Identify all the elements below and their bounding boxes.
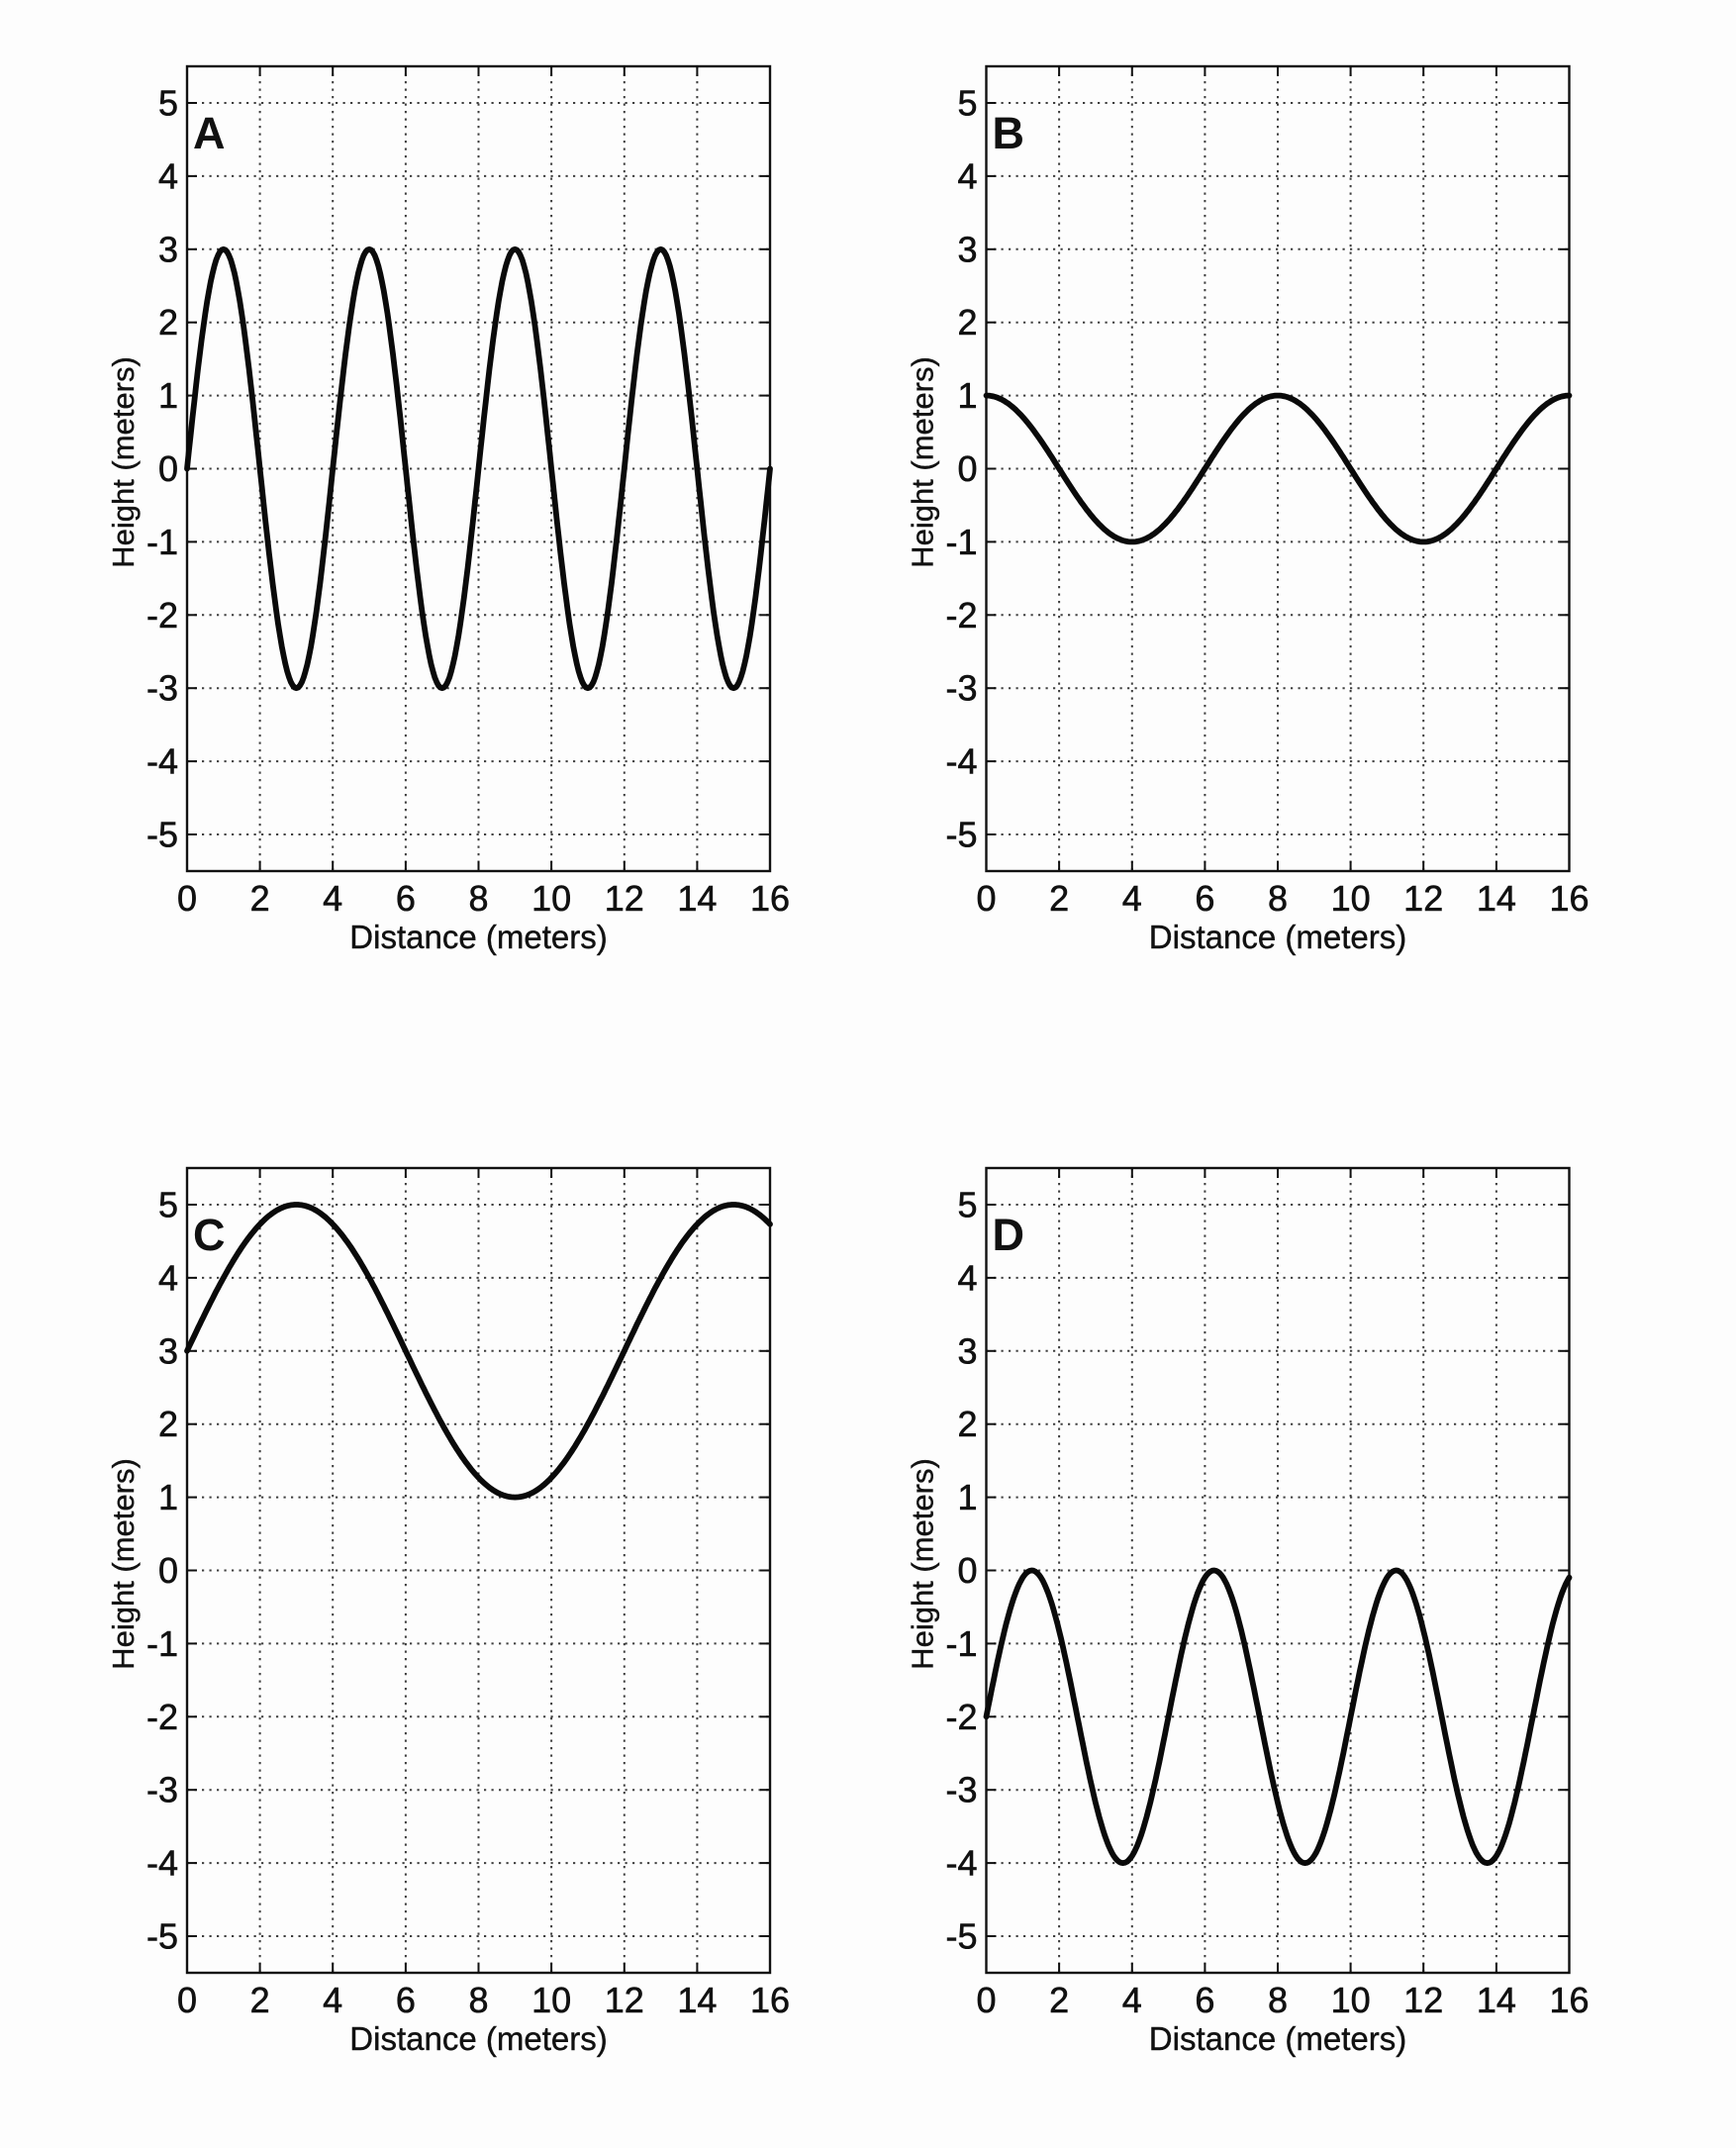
svg-text:1: 1 [158, 375, 178, 416]
svg-text:6: 6 [1195, 1980, 1214, 2020]
svg-text:5: 5 [957, 1185, 977, 1225]
svg-text:-4: -4 [146, 741, 178, 782]
svg-text:8: 8 [468, 878, 488, 919]
svg-text:5: 5 [158, 1185, 178, 1225]
svg-text:Distance (meters): Distance (meters) [349, 2020, 607, 2057]
svg-text:0: 0 [957, 448, 977, 489]
svg-text:0: 0 [158, 448, 178, 489]
svg-text:-3: -3 [945, 668, 977, 709]
svg-text:12: 12 [605, 878, 644, 919]
svg-text:6: 6 [396, 1980, 416, 2020]
svg-text:12: 12 [1403, 878, 1443, 919]
svg-text:2: 2 [1049, 1980, 1069, 2020]
svg-text:2: 2 [957, 302, 977, 342]
svg-text:-4: -4 [945, 1843, 977, 1884]
svg-text:-5: -5 [146, 1916, 178, 1957]
svg-text:2: 2 [158, 302, 178, 342]
svg-text:0: 0 [957, 1550, 977, 1591]
svg-text:-2: -2 [146, 595, 178, 635]
svg-text:2: 2 [158, 1404, 178, 1444]
svg-text:-5: -5 [146, 815, 178, 855]
svg-text:4: 4 [323, 1980, 342, 2020]
svg-text:10: 10 [1331, 1980, 1371, 2020]
svg-text:4: 4 [1122, 1980, 1142, 2020]
svg-text:Height (meters): Height (meters) [106, 1458, 141, 1670]
svg-text:-5: -5 [945, 815, 977, 855]
svg-text:2: 2 [1049, 878, 1069, 919]
svg-text:-3: -3 [146, 668, 178, 709]
svg-text:-3: -3 [945, 1770, 977, 1810]
svg-text:0: 0 [177, 1980, 197, 2020]
svg-text:5: 5 [158, 83, 178, 124]
svg-text:4: 4 [158, 1257, 178, 1298]
svg-text:8: 8 [1268, 1980, 1288, 2020]
svg-text:B: B [993, 108, 1025, 158]
svg-text:Height (meters): Height (meters) [906, 356, 940, 568]
svg-text:14: 14 [1477, 1980, 1516, 2020]
svg-text:4: 4 [158, 155, 178, 196]
svg-text:-1: -1 [146, 522, 178, 562]
svg-text:D: D [993, 1210, 1025, 1260]
svg-text:A: A [193, 108, 226, 158]
svg-text:-4: -4 [146, 1843, 178, 1884]
svg-text:4: 4 [1122, 878, 1142, 919]
svg-text:5: 5 [957, 83, 977, 124]
svg-text:1: 1 [957, 375, 977, 416]
svg-text:-1: -1 [146, 1623, 178, 1664]
svg-text:8: 8 [1268, 878, 1288, 919]
svg-text:14: 14 [677, 878, 717, 919]
svg-text:3: 3 [957, 1330, 977, 1371]
svg-text:16: 16 [750, 1980, 790, 2020]
svg-text:6: 6 [1195, 878, 1214, 919]
svg-text:14: 14 [677, 1980, 717, 2020]
svg-text:2: 2 [250, 1980, 270, 2020]
svg-text:16: 16 [1549, 878, 1589, 919]
svg-text:Distance (meters): Distance (meters) [349, 919, 607, 955]
svg-text:C: C [193, 1210, 226, 1260]
svg-text:3: 3 [158, 229, 178, 269]
svg-text:2: 2 [250, 878, 270, 919]
svg-text:-1: -1 [945, 1623, 977, 1664]
svg-text:10: 10 [1331, 878, 1371, 919]
svg-text:16: 16 [750, 878, 790, 919]
svg-text:14: 14 [1477, 878, 1516, 919]
svg-text:3: 3 [158, 1330, 178, 1371]
svg-text:6: 6 [396, 878, 416, 919]
svg-text:-2: -2 [945, 1697, 977, 1737]
svg-text:0: 0 [976, 878, 996, 919]
svg-text:Distance (meters): Distance (meters) [1149, 919, 1406, 955]
svg-text:10: 10 [531, 878, 571, 919]
svg-text:-4: -4 [945, 741, 977, 782]
svg-text:12: 12 [605, 1980, 644, 2020]
svg-text:-5: -5 [945, 1916, 977, 1957]
svg-text:0: 0 [976, 1980, 996, 2020]
svg-text:-2: -2 [146, 1697, 178, 1737]
svg-text:Height (meters): Height (meters) [106, 356, 141, 568]
svg-text:-3: -3 [146, 1770, 178, 1810]
svg-text:1: 1 [957, 1477, 977, 1517]
svg-text:16: 16 [1549, 1980, 1589, 2020]
svg-text:4: 4 [957, 1257, 977, 1298]
svg-text:12: 12 [1403, 1980, 1443, 2020]
svg-text:0: 0 [177, 878, 197, 919]
svg-text:-2: -2 [945, 595, 977, 635]
svg-text:Height (meters): Height (meters) [906, 1458, 940, 1670]
svg-text:4: 4 [957, 155, 977, 196]
svg-text:4: 4 [323, 878, 342, 919]
svg-text:8: 8 [468, 1980, 488, 2020]
svg-text:0: 0 [158, 1550, 178, 1591]
svg-text:Distance (meters): Distance (meters) [1149, 2020, 1406, 2057]
svg-text:1: 1 [158, 1477, 178, 1517]
svg-text:2: 2 [957, 1404, 977, 1444]
svg-text:10: 10 [531, 1980, 571, 2020]
svg-text:-1: -1 [945, 522, 977, 562]
svg-text:3: 3 [957, 229, 977, 269]
